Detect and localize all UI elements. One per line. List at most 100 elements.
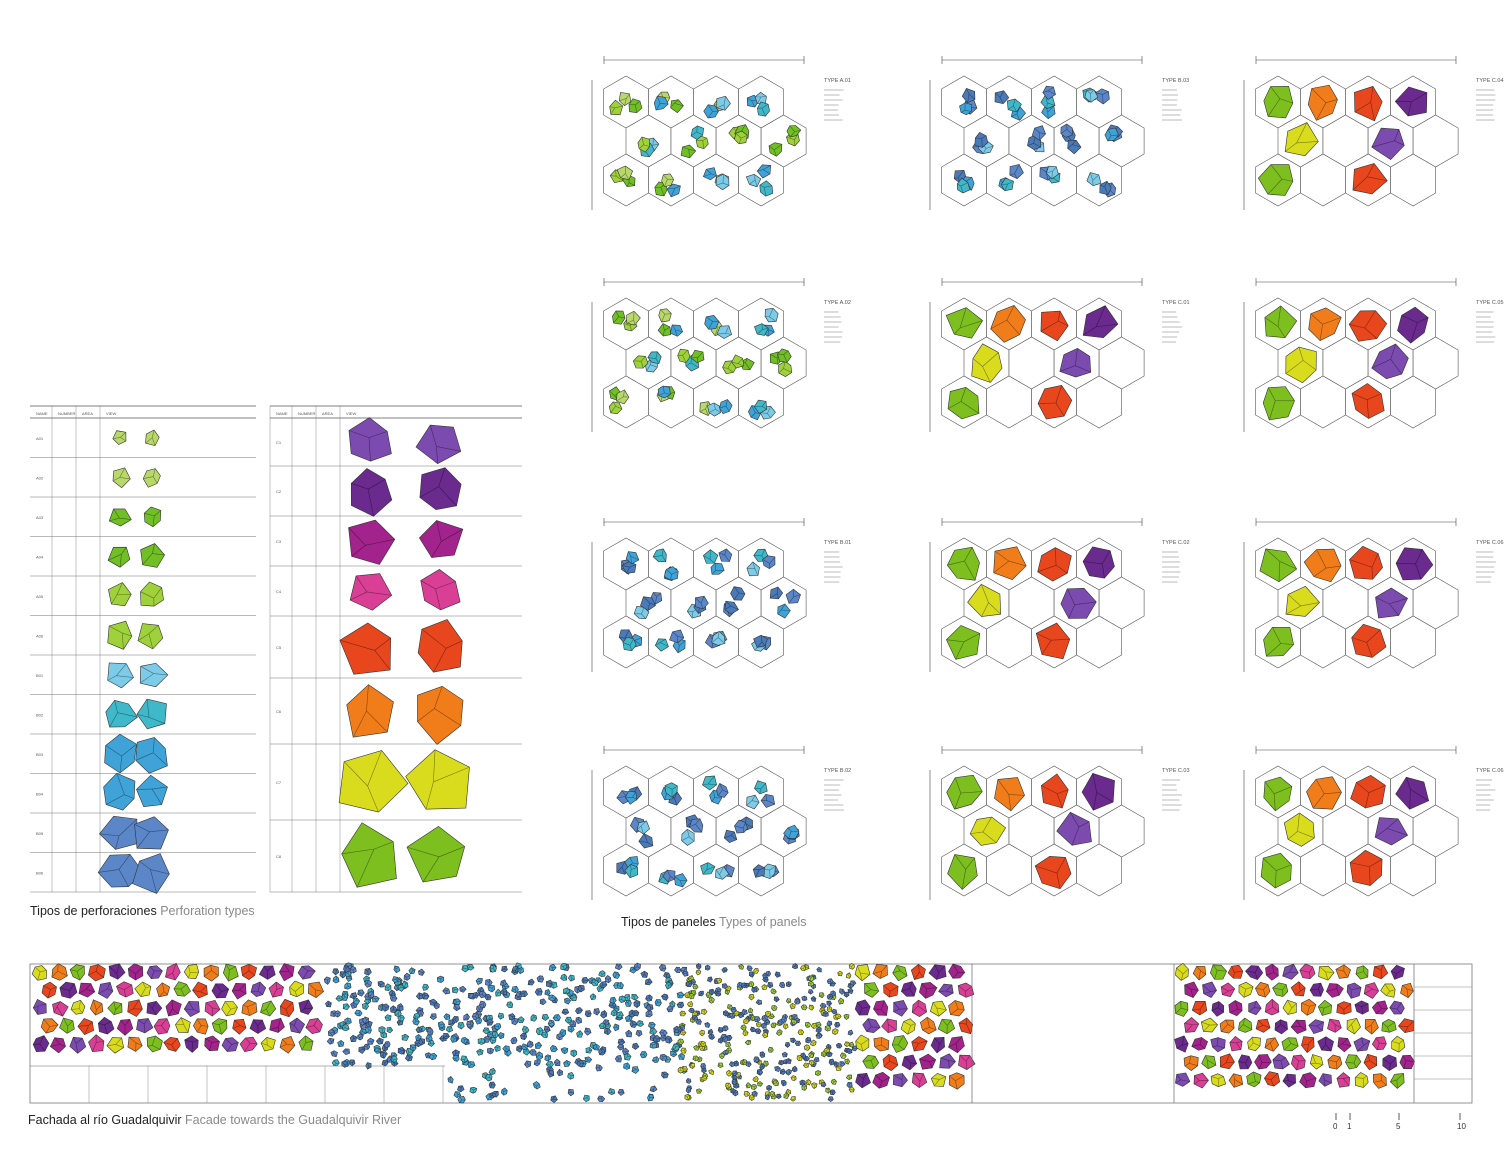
facade-perforation	[597, 1095, 606, 1103]
facade-perforation	[497, 1012, 505, 1020]
panel-perforation	[993, 546, 1027, 580]
panel-perforation	[700, 862, 716, 875]
facade-perforation	[527, 978, 535, 986]
facade-perforation	[384, 1041, 391, 1048]
facade-perforation	[767, 982, 774, 989]
facade-perforation	[561, 1008, 570, 1016]
facade-perforation	[344, 982, 352, 990]
panel-perforation	[1394, 86, 1428, 117]
facade-perforation	[727, 1004, 733, 1010]
facade-perforation	[1228, 1000, 1243, 1017]
facade-perforation	[41, 981, 57, 999]
facade-perforation	[1282, 963, 1299, 980]
facade-perforation	[335, 995, 343, 1002]
facade-perforation	[843, 1013, 850, 1020]
facade-perforation	[775, 1093, 782, 1100]
facade-perforation	[510, 1036, 518, 1045]
facade-perforation	[781, 1079, 787, 1087]
panel-perforation	[745, 174, 762, 188]
facade-perforation	[753, 968, 759, 974]
facade-perforation	[808, 1004, 815, 1011]
perforation-row-name: B01	[36, 673, 44, 678]
perforation-row-name: A04	[36, 554, 44, 559]
facade-perforation	[855, 1034, 870, 1052]
facade-perforation	[107, 1001, 123, 1016]
facade-perforation	[1327, 1054, 1343, 1070]
facade-perforation	[401, 1033, 410, 1041]
facade-perforation	[1318, 1073, 1332, 1087]
panel-perforation	[785, 588, 801, 604]
perforation-view-a	[112, 467, 131, 489]
facade-perforation	[849, 1041, 855, 1048]
facade-perforation	[1255, 982, 1271, 998]
facade-perforation	[576, 1030, 584, 1038]
facade-perforation	[545, 1061, 554, 1068]
facade-perforation	[443, 1013, 451, 1020]
facade-perforation	[854, 999, 871, 1016]
facade-perforation	[467, 1061, 476, 1068]
facade-perforation	[616, 1011, 624, 1019]
panel-perforation	[754, 323, 769, 336]
facade-perforation	[948, 1000, 965, 1017]
panel-perforation	[1354, 86, 1383, 122]
facade-perforation	[910, 964, 926, 980]
panel-perforation	[1095, 88, 1110, 105]
facade-perforation	[1299, 963, 1316, 980]
facade-perforation	[728, 1061, 736, 1068]
facade-perforation	[445, 1026, 454, 1033]
facade-perforation	[873, 1037, 890, 1052]
facade-perforation	[268, 981, 284, 998]
facade-perforation	[250, 981, 267, 997]
facade-perforation	[408, 967, 416, 975]
facade-perforation	[484, 993, 492, 1001]
panel-perforation	[959, 102, 972, 116]
facade-perforation	[269, 1017, 285, 1033]
panel-type: TYPE C.03	[929, 746, 1190, 900]
facade-perforation	[354, 1009, 363, 1017]
panel-perforation	[757, 101, 770, 117]
facade-perforation	[511, 966, 519, 974]
facade-perforation	[610, 1009, 618, 1017]
panel-caption-es: Tipos de paneles	[621, 915, 716, 929]
facade-perforation	[911, 1036, 928, 1052]
facade-perforation	[651, 1056, 660, 1063]
facade-perforation	[659, 1053, 668, 1061]
facade-perforation	[824, 1025, 832, 1032]
facade-perforation	[298, 999, 314, 1015]
facade-perforation	[645, 994, 653, 1002]
facade-perforation	[832, 1028, 839, 1035]
facade-perforation	[544, 1054, 552, 1062]
panel-title: TYPE C.04	[1476, 78, 1504, 84]
facade-perforation	[680, 1029, 687, 1036]
facade-perforation	[1299, 1072, 1317, 1089]
facade-perforation	[624, 1014, 633, 1022]
panel-perforation	[764, 307, 779, 323]
panel-perforation	[719, 399, 733, 415]
facade-perforation	[751, 986, 758, 993]
panel-perforation	[669, 629, 685, 644]
facade-perforation	[1238, 981, 1254, 998]
facade-perforation	[51, 963, 68, 981]
facade-perforation	[192, 981, 208, 999]
facade-perforation	[722, 983, 728, 989]
facade-perforation	[741, 982, 748, 989]
facade-perforation	[631, 994, 639, 1001]
facade-perforation	[837, 970, 843, 977]
panel-type: TYPE B.03	[929, 56, 1189, 210]
facade-perforation	[418, 1038, 425, 1046]
facade-perforation	[699, 1029, 705, 1037]
facade-perforation	[506, 1001, 514, 1008]
color-view-a	[341, 822, 397, 888]
perforation-view-b	[137, 623, 164, 650]
facade-perforation	[364, 967, 372, 976]
facade-perforation	[1202, 981, 1217, 998]
facade-perforation	[575, 1016, 582, 1024]
panel-perforation	[1082, 305, 1119, 339]
panel-perforation	[1395, 547, 1434, 581]
facade-perforation	[1272, 1053, 1290, 1070]
scale-bar	[1335, 1113, 1461, 1120]
facade-perforation	[743, 1018, 750, 1025]
facade-perforation	[802, 1062, 809, 1069]
facade-perforation	[1192, 965, 1207, 981]
facade-perforation	[437, 1021, 446, 1029]
